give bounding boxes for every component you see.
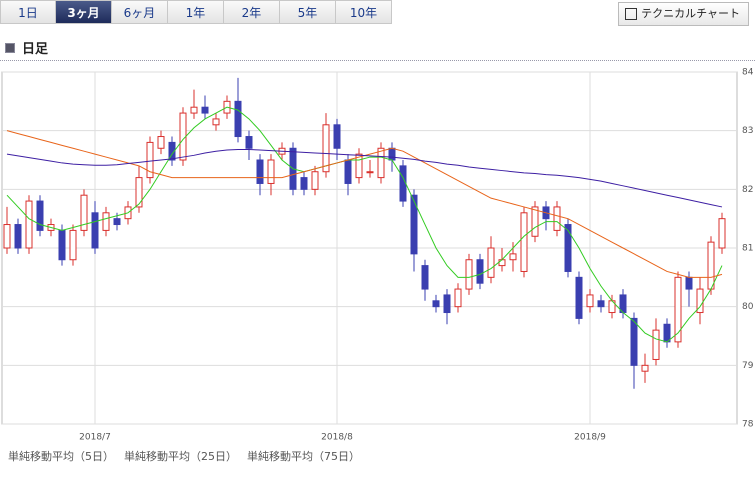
tab[interactable]: 6ヶ月 bbox=[112, 0, 168, 24]
candle-body bbox=[234, 100, 242, 138]
candle-body bbox=[509, 253, 517, 261]
candle-body bbox=[531, 206, 539, 237]
section-title: 日足 bbox=[22, 42, 49, 57]
candle-body bbox=[25, 200, 33, 249]
candle-body bbox=[443, 294, 451, 314]
candle-body bbox=[267, 159, 275, 184]
candle-body bbox=[322, 124, 330, 173]
candle-body bbox=[146, 141, 154, 179]
x-tick-label: 2018/9 bbox=[574, 433, 606, 443]
tab[interactable]: 1日 bbox=[0, 0, 56, 24]
candle-body bbox=[190, 106, 198, 114]
candle-body bbox=[410, 194, 418, 255]
candle-body bbox=[399, 165, 407, 202]
tab[interactable]: 3ヶ月 bbox=[56, 0, 112, 24]
candle-body bbox=[157, 136, 165, 149]
tab[interactable]: 10年 bbox=[336, 0, 392, 24]
candle-body bbox=[663, 323, 671, 343]
candle-body bbox=[520, 212, 528, 272]
candle-body bbox=[630, 317, 638, 366]
technical-chart-button[interactable]: テクニカルチャート bbox=[618, 2, 749, 26]
y-tick-label: 83 bbox=[742, 126, 753, 136]
candle-body bbox=[256, 159, 264, 184]
candle-body bbox=[245, 136, 253, 149]
candle-body bbox=[135, 177, 143, 208]
tab[interactable]: 1年 bbox=[168, 0, 224, 24]
y-tick-label: 78 bbox=[742, 420, 754, 430]
candle-body bbox=[344, 159, 352, 184]
legend-entry: 単純移動平均（75日） bbox=[247, 449, 360, 463]
x-tick-label: 2018/8 bbox=[321, 433, 353, 443]
candle-body bbox=[355, 153, 363, 179]
y-tick-label: 80 bbox=[742, 302, 754, 312]
separator bbox=[0, 60, 755, 61]
y-tick-label: 79 bbox=[742, 361, 754, 371]
section-icon bbox=[5, 43, 15, 53]
tab[interactable]: 5年 bbox=[280, 0, 336, 24]
candle-body bbox=[333, 124, 341, 149]
candle-body bbox=[465, 259, 473, 290]
candle-body bbox=[707, 241, 715, 290]
candle-body bbox=[685, 276, 693, 290]
candle-body bbox=[201, 106, 209, 114]
candle-body bbox=[597, 300, 605, 308]
candle-body bbox=[421, 265, 429, 290]
y-tick-label: 81 bbox=[742, 244, 753, 254]
candle-body bbox=[366, 171, 374, 174]
candle-body bbox=[388, 147, 396, 161]
x-tick-label: 2018/7 bbox=[79, 433, 111, 443]
candle-body bbox=[652, 329, 660, 360]
candle-body bbox=[58, 229, 66, 261]
moving-average-line bbox=[6, 148, 723, 208]
candle-body bbox=[487, 247, 495, 278]
candle-body bbox=[3, 224, 11, 249]
tab[interactable]: 2年 bbox=[224, 0, 280, 24]
candle-body bbox=[696, 288, 704, 314]
candle-body bbox=[300, 177, 308, 190]
candle-body bbox=[553, 206, 561, 231]
candle-body bbox=[14, 224, 22, 249]
candle-body bbox=[102, 212, 110, 231]
candle-body bbox=[168, 141, 176, 161]
candle-body bbox=[432, 300, 440, 308]
candle-body bbox=[718, 218, 726, 249]
candle-body bbox=[564, 224, 572, 272]
y-tick-label: 82 bbox=[742, 185, 753, 195]
candle-body bbox=[377, 147, 385, 179]
candle-body bbox=[674, 276, 682, 343]
legend-entry: 単純移動平均（25日） bbox=[124, 449, 237, 463]
candle-body bbox=[311, 171, 319, 190]
candle-body bbox=[212, 118, 220, 126]
candle-body bbox=[586, 294, 594, 308]
moving-average-line bbox=[6, 106, 723, 343]
candle-body bbox=[454, 288, 462, 308]
candle-body bbox=[476, 259, 484, 284]
tabs: 1日 3ヶ月 6ヶ月 1年 2年 5年 10年 bbox=[0, 0, 392, 24]
legend-entry: 単純移動平均（5日） bbox=[8, 449, 114, 463]
y-tick-label: 84 bbox=[742, 68, 754, 78]
candle-body bbox=[575, 276, 583, 319]
candle-body bbox=[91, 212, 99, 249]
candle-body bbox=[80, 194, 88, 231]
candle-body bbox=[113, 218, 121, 226]
candle-body bbox=[36, 200, 44, 231]
candle-body bbox=[641, 364, 649, 372]
candle-body bbox=[498, 259, 506, 267]
candle-body bbox=[69, 229, 77, 261]
